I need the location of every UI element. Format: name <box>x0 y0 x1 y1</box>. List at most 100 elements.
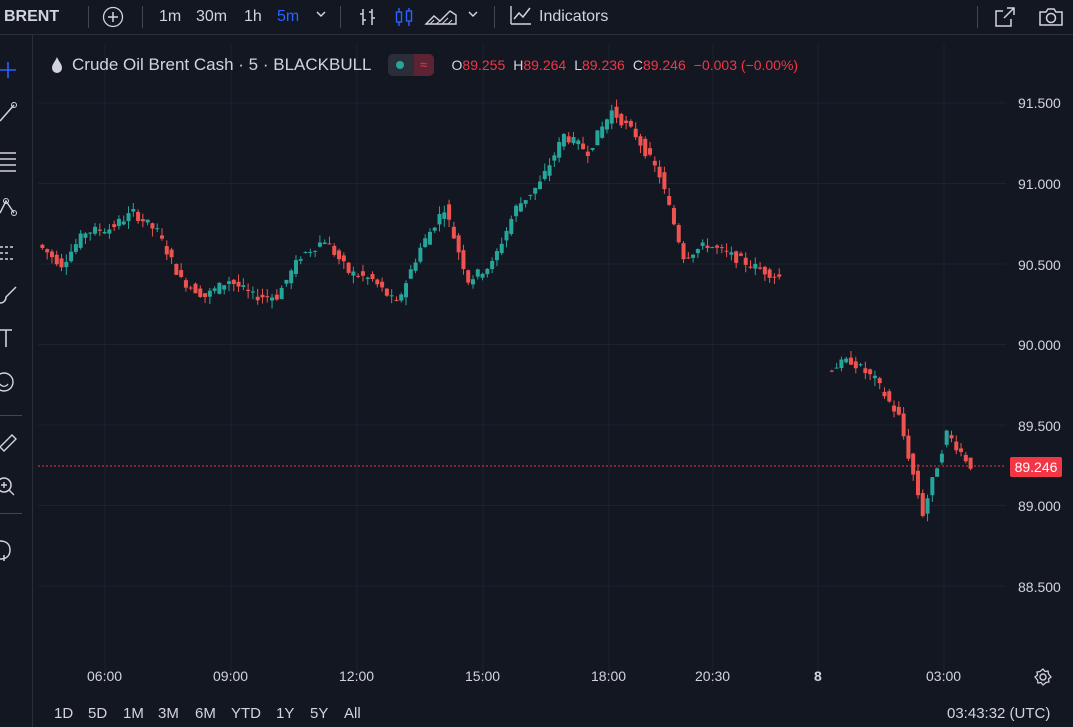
candle-body <box>533 187 538 194</box>
candle-body <box>45 249 50 253</box>
range-1d-button[interactable]: 1D <box>54 705 74 722</box>
price-axis[interactable] <box>1006 44 1073 694</box>
time-tick-label: 8 <box>814 668 822 684</box>
timeframe-30m-button[interactable]: 30m <box>196 8 228 25</box>
text-tool-button[interactable] <box>0 325 22 351</box>
current-price-tag: 89.246 <box>1010 457 1062 477</box>
candle-body <box>494 251 499 261</box>
candle-body <box>872 375 877 379</box>
candle-body <box>480 273 485 278</box>
range-ytd-button[interactable]: YTD <box>231 705 261 722</box>
candle-body <box>255 296 260 301</box>
area-style-button[interactable] <box>424 0 458 34</box>
candle-body <box>834 367 839 369</box>
price-chart[interactable] <box>38 44 1006 694</box>
candle-body <box>399 294 404 301</box>
candle-body <box>418 247 423 262</box>
fib-tool-button[interactable] <box>0 147 22 173</box>
candle-body <box>40 244 45 248</box>
drop-icon <box>52 57 62 73</box>
candle-body <box>777 274 782 277</box>
emoji-tool-button[interactable] <box>0 369 22 395</box>
range-1m-button[interactable]: 1M <box>123 705 144 722</box>
candle-body <box>537 181 542 190</box>
candle-body <box>160 235 165 239</box>
candle-body <box>743 257 748 265</box>
trendline-icon <box>0 102 17 122</box>
candle-body <box>88 232 93 234</box>
candle-body <box>638 136 643 146</box>
candle-body <box>140 219 145 222</box>
indicators-button[interactable]: Indicators <box>509 0 608 34</box>
candle-body <box>882 391 887 397</box>
crosshair-tool-button[interactable] <box>0 57 22 83</box>
candle-body <box>131 208 136 212</box>
bars-icon <box>360 9 375 25</box>
prediction-tool-button[interactable] <box>0 239 22 265</box>
time-tick-label: 15:00 <box>465 668 501 684</box>
utc-clock[interactable]: 03:43:32 (UTC) <box>947 705 1051 722</box>
low-label: L <box>574 57 582 73</box>
candle-body <box>78 233 83 248</box>
brush-tool-button[interactable] <box>0 281 22 307</box>
range-all-button[interactable]: All <box>344 705 361 722</box>
chevron-down-icon <box>316 11 326 18</box>
candle-body <box>595 130 600 146</box>
toolbar-divider <box>494 6 495 28</box>
crosshair-icon <box>0 62 16 78</box>
candle-body <box>542 170 547 179</box>
trendline-tool-button[interactable] <box>0 99 22 125</box>
pattern-tool-button[interactable] <box>0 193 22 219</box>
candle-body <box>327 243 332 245</box>
compare-symbol-button[interactable] <box>102 0 124 34</box>
magnet-tool-button[interactable] <box>0 535 22 561</box>
candle-body <box>83 233 88 238</box>
candle-body <box>911 453 916 475</box>
candle-body <box>939 453 944 463</box>
candle-body <box>260 294 265 298</box>
smiley-icon <box>0 372 14 392</box>
candle-body <box>121 221 126 225</box>
candle-body <box>691 254 696 258</box>
timeframe-5m-button[interactable]: 5m <box>277 8 300 25</box>
candle-body <box>447 204 452 220</box>
timeframe-1h-button[interactable]: 1h <box>244 8 262 25</box>
market-status-pill[interactable]: ≈ <box>387 54 434 76</box>
zoom-tool-button[interactable] <box>0 473 22 499</box>
toolbar-divider <box>142 6 143 28</box>
range-5y-button[interactable]: 5Y <box>310 705 329 722</box>
candle-body <box>485 268 490 275</box>
drawing-toolbar <box>0 35 33 727</box>
measure-tool-button[interactable] <box>0 427 22 453</box>
candle-body <box>518 203 523 212</box>
candle-body <box>571 137 576 144</box>
timeframe-1m-button[interactable]: 1m <box>159 8 182 25</box>
toolbar-divider <box>977 6 978 28</box>
screenshot-button[interactable] <box>1038 0 1064 34</box>
range-1y-button[interactable]: 1Y <box>276 705 295 722</box>
candles-style-button[interactable] <box>393 0 415 34</box>
fullscreen-button[interactable] <box>993 0 1017 34</box>
candlestick-series <box>40 99 973 522</box>
price-tick-label: 90.000 <box>1018 337 1061 353</box>
bottom-toolbar: 1D 5D 1M 3M 6M YTD 1Y 5Y All 03:43:32 (U… <box>38 705 1073 727</box>
bar-style-button[interactable] <box>357 0 379 34</box>
range-5d-button[interactable]: 5D <box>88 705 108 722</box>
chart-type-dropdown-button[interactable] <box>466 0 480 34</box>
candle-body <box>528 194 533 196</box>
candle-body <box>858 364 863 366</box>
symbol-search-button[interactable]: BRENT <box>4 0 59 34</box>
candle-body <box>762 266 767 275</box>
candle-body <box>949 435 954 439</box>
candle-body <box>944 430 949 445</box>
candle-body <box>351 271 356 276</box>
range-3m-button[interactable]: 3M <box>158 705 179 722</box>
chart-settings-button[interactable] <box>1033 667 1053 692</box>
timeframe-dropdown-button[interactable] <box>314 0 328 34</box>
range-6m-button[interactable]: 6M <box>195 705 216 722</box>
indicators-label: Indicators <box>539 8 609 25</box>
candle-body <box>337 250 342 260</box>
candle-body <box>657 166 662 178</box>
price-tick-label: 89.500 <box>1018 418 1061 434</box>
candle-body <box>222 285 227 290</box>
